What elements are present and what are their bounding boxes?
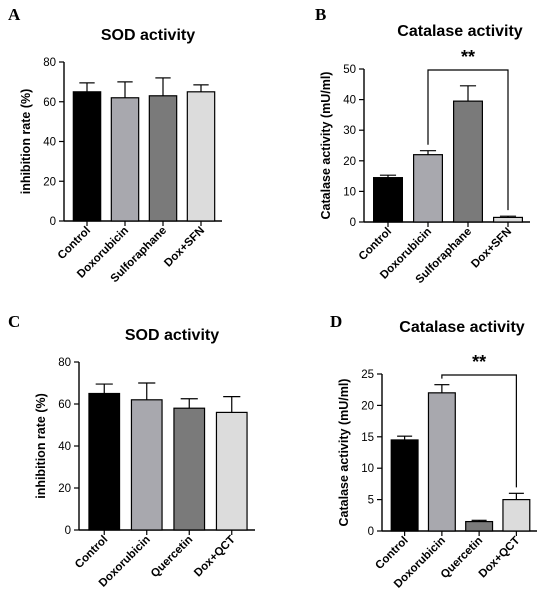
significance-label: **: [472, 352, 486, 372]
y-tick-label: 0: [368, 526, 374, 538]
y-tick-label: 60: [43, 97, 56, 109]
y-tick-label: 0: [50, 216, 56, 228]
y-tick-label: 60: [58, 399, 71, 411]
y-axis-label: inhibition rate (%): [19, 89, 33, 195]
bar: [493, 216, 524, 223]
y-axis-label: inhibition rate (%): [34, 393, 48, 499]
bar: [413, 154, 444, 223]
chart-panel-c: C SOD activity inhibition rate (%) 0 20 40 60 8…: [8, 312, 255, 590]
panel-letter: A: [8, 5, 21, 24]
y-tick-label: 0: [350, 217, 356, 229]
y-tick-label: 15: [361, 432, 374, 444]
y-tick-label: 5: [368, 495, 374, 507]
panel-letter: D: [330, 312, 342, 331]
chart-panel-b: B Catalase activity Catalase activity (mU/…: [315, 5, 530, 286]
bar: [110, 97, 140, 222]
bar: [502, 499, 531, 532]
y-tick-label: 30: [343, 125, 356, 137]
chart-panel-a: A SOD activity inhibition rate (%) 0 20 40 60 8…: [8, 5, 222, 285]
panel-letter: C: [8, 312, 20, 331]
chart-title: Catalase activity: [397, 23, 523, 40]
panel-letter: B: [315, 5, 326, 24]
y-tick-label: 20: [43, 176, 56, 188]
bar: [148, 95, 178, 222]
x-tick-label: Control: [357, 226, 394, 263]
chart-title: SOD activity: [101, 27, 195, 44]
bar: [186, 91, 216, 222]
bar: [130, 399, 163, 531]
bar: [173, 407, 206, 531]
x-tick-label: Control: [56, 225, 93, 262]
bar: [427, 392, 456, 532]
y-axis-label: Catalase activity (mU/ml): [319, 72, 333, 220]
y-tick-label: 80: [43, 57, 56, 69]
y-tick-label: 20: [58, 483, 71, 495]
chart-title: Catalase activity: [399, 319, 525, 336]
y-tick-label: 40: [343, 95, 356, 107]
x-tick-label: Dox+SFN: [469, 226, 514, 271]
bar: [72, 91, 102, 222]
bar: [373, 177, 404, 223]
x-tick-label: Control: [73, 534, 110, 571]
chart-title: SOD activity: [125, 327, 219, 344]
bar: [453, 100, 484, 223]
y-tick-label: 0: [65, 525, 71, 537]
y-tick-label: 40: [58, 441, 71, 453]
y-tick-label: 10: [361, 463, 374, 475]
chart-panel-d: D Catalase activity Catalase activity (mU/…: [330, 312, 537, 591]
x-tick-label: Dox+SFN: [162, 225, 207, 270]
significance-bracket: [427, 69, 509, 211]
y-tick-label: 80: [58, 357, 71, 369]
y-tick-label: 10: [343, 186, 356, 198]
x-tick-label: Control: [373, 535, 410, 572]
y-axis-label: Catalase activity (mU/ml): [337, 379, 351, 527]
significance-label: **: [461, 47, 475, 67]
y-tick-label: 20: [361, 400, 374, 412]
bar: [88, 392, 121, 531]
bar: [465, 520, 494, 532]
y-tick-label: 40: [43, 137, 56, 149]
bar: [390, 439, 419, 532]
y-tick-label: 20: [343, 156, 356, 168]
x-tick-label: Quercetin: [149, 534, 195, 580]
significance-bracket: [441, 374, 517, 488]
bar: [215, 411, 248, 531]
y-tick-label: 50: [343, 64, 356, 76]
y-tick-label: 25: [361, 369, 374, 381]
x-tick-label: Dox+QCT: [192, 534, 238, 580]
